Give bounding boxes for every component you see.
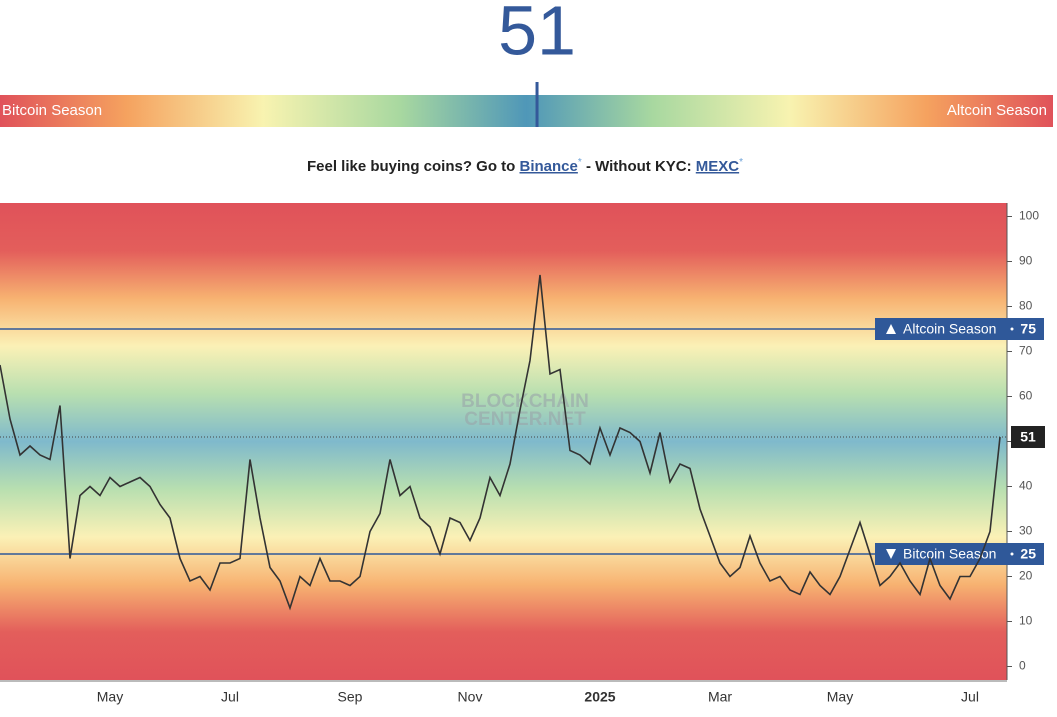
y-tick-label: 10: [1019, 614, 1033, 628]
bar-left-label: Bitcoin Season: [2, 102, 102, 119]
index-value: 51: [498, 0, 576, 69]
promo-mark: *: [578, 157, 582, 168]
threshold-value: 75: [1020, 321, 1036, 337]
bar-right-label: Altcoin Season: [947, 102, 1047, 119]
promo-link[interactable]: MEXC: [696, 158, 740, 175]
y-tick-label: 80: [1019, 299, 1033, 313]
y-tick-label: 0: [1019, 659, 1026, 673]
y-tick-label: 70: [1019, 344, 1033, 358]
threshold-arrow: [886, 549, 896, 559]
x-tick-label: Sep: [338, 689, 363, 705]
y-tick-label: 100: [1019, 209, 1039, 223]
x-tick-label: Jul: [961, 689, 979, 705]
current-label: 51: [1020, 429, 1036, 445]
x-tick-label: May: [827, 689, 853, 705]
y-tick-label: 90: [1019, 254, 1033, 268]
data-line: [0, 274, 1001, 611]
promo-text: Feel like buying coins? Go to: [307, 158, 515, 175]
watermark: CENTER.NET: [464, 409, 586, 430]
plot-background: [0, 203, 1007, 680]
promo-mark: *: [739, 157, 743, 168]
threshold-arrow: [886, 324, 896, 334]
threshold-label-box: [875, 543, 1044, 565]
x-tick-label: May: [97, 689, 123, 705]
separator: [1010, 327, 1014, 331]
y-tick-label: 30: [1019, 524, 1033, 538]
x-tick-label: Jul: [221, 689, 239, 705]
threshold-label-box: [875, 318, 1044, 340]
x-tick-label: Mar: [708, 689, 732, 705]
threshold-label: Bitcoin Season: [903, 546, 996, 562]
y-tick-label: 60: [1019, 389, 1033, 403]
separator: [1010, 552, 1014, 556]
watermark: BLOCKCHAIN: [461, 391, 589, 412]
current-label-box: [1011, 426, 1045, 448]
x-tick-label: Nov: [458, 689, 483, 705]
threshold-label: Altcoin Season: [903, 321, 996, 337]
x-tick-label: 2025: [584, 689, 615, 705]
season-bar: [0, 95, 1053, 127]
promo-text: - Without KYC:: [586, 158, 692, 175]
promo-link[interactable]: Binance: [520, 158, 578, 175]
y-tick-label: 40: [1019, 479, 1033, 493]
y-tick-label: 20: [1019, 569, 1033, 583]
promo: Feel like buying coins? Go to Binance* -…: [307, 153, 743, 175]
threshold-value: 25: [1020, 546, 1036, 562]
